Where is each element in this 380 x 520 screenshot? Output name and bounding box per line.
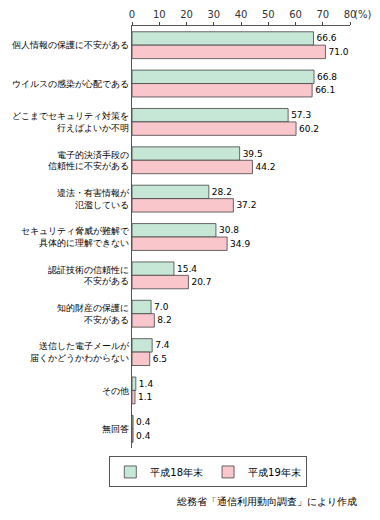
svg-text:37.2: 37.2: [236, 200, 256, 210]
svg-text:違法・有害情報が氾濫している: 違法・有害情報が氾濫している: [57, 188, 130, 210]
svg-text:認証技術の信頼性に不安がある: 認証技術の信頼性に不安がある: [48, 265, 129, 287]
svg-text:70: 70: [316, 9, 329, 20]
svg-text:20.7: 20.7: [191, 277, 211, 287]
svg-text:どこまでセキュリティ対策を行えばよいか不明: どこまでセキュリティ対策を行えばよいか不明: [12, 111, 129, 133]
svg-text:0.4: 0.4: [136, 431, 151, 441]
svg-text:15.4: 15.4: [177, 264, 197, 274]
svg-text:知的財産の保護に不安がある: 知的財産の保護に不安がある: [57, 303, 129, 325]
svg-text:66.6: 66.6: [316, 33, 336, 43]
svg-text:80: 80: [344, 9, 357, 20]
svg-text:個人情報の保護に不安がある: 個人情報の保護に不安がある: [12, 40, 129, 50]
svg-text:ウイルスの感染が心配である: ウイルスの感染が心配である: [12, 79, 129, 89]
svg-text:57.3: 57.3: [291, 110, 311, 120]
svg-text:平成18年末: 平成18年末: [150, 467, 203, 478]
svg-text:1.4: 1.4: [139, 379, 154, 389]
svg-text:44.2: 44.2: [255, 162, 275, 172]
svg-text:39.5: 39.5: [243, 149, 263, 159]
svg-text:30.8: 30.8: [219, 225, 239, 235]
svg-text:送信した電子メールが届くかどうかわからない: 送信した電子メールが届くかどうかわからない: [30, 341, 130, 363]
svg-text:総務省「通信利用動向調査」により作成: 総務省「通信利用動向調査」により作成: [176, 496, 357, 507]
svg-text:0.4: 0.4: [136, 417, 151, 427]
svg-text:セキュリティ脅威が難解で具体的に理解できない: セキュリティ脅威が難解で具体的に理解できない: [21, 226, 130, 248]
svg-text:60.2: 60.2: [299, 124, 319, 134]
svg-text:平成19年末: 平成19年末: [248, 467, 301, 478]
svg-text:34.9: 34.9: [230, 239, 250, 249]
svg-text:0: 0: [129, 9, 135, 20]
svg-text:6.5: 6.5: [153, 354, 167, 364]
svg-text:その他: その他: [102, 386, 129, 396]
svg-text:20: 20: [180, 9, 193, 20]
svg-text:電子的決済手段の信頼性に不安がある: 電子的決済手段の信頼性に不安がある: [48, 150, 129, 172]
svg-text:無回答: 無回答: [102, 424, 129, 434]
svg-text:28.2: 28.2: [212, 187, 232, 197]
svg-text:66.8: 66.8: [317, 72, 337, 82]
svg-text:60: 60: [289, 9, 302, 20]
svg-text:(%): (%): [354, 9, 371, 20]
svg-text:7.0: 7.0: [154, 302, 169, 312]
svg-text:71.0: 71.0: [328, 47, 348, 57]
svg-text:7.4: 7.4: [155, 340, 170, 350]
svg-text:1.1: 1.1: [138, 392, 152, 402]
svg-text:8.2: 8.2: [157, 315, 171, 325]
svg-text:50: 50: [262, 9, 275, 20]
svg-text:10: 10: [153, 9, 166, 20]
svg-text:40: 40: [235, 9, 248, 20]
svg-text:30: 30: [207, 9, 220, 20]
svg-text:66.1: 66.1: [315, 85, 335, 95]
